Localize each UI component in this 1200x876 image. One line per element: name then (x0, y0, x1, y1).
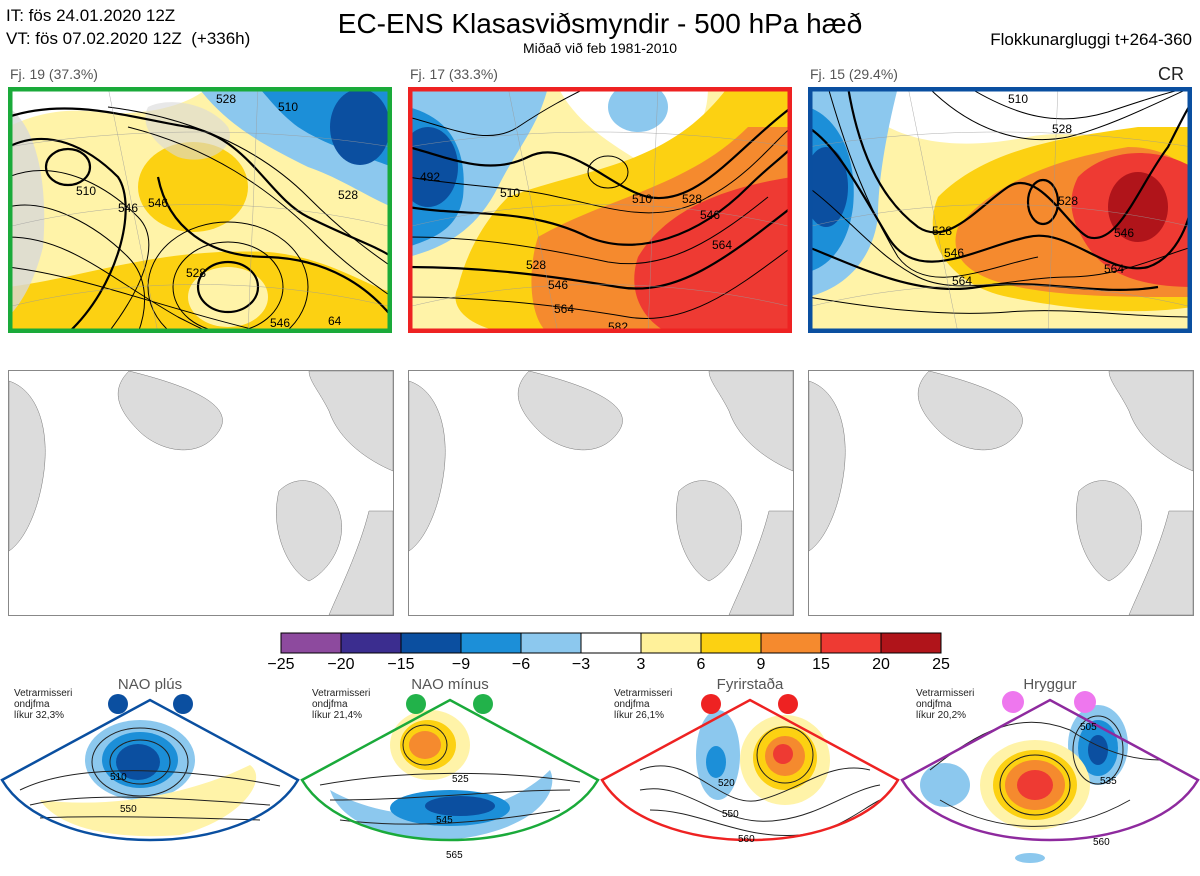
cluster-2-map: 492 510 510 528 546 564 528 546 564 582 (408, 87, 792, 333)
c2-contour-4: 546 (700, 208, 720, 222)
c2-border (408, 87, 792, 333)
colorbar-swatch (460, 632, 522, 654)
colorbar-tick-label: −25 (267, 656, 295, 673)
colorbar (280, 632, 942, 654)
c2-contour-1: 510 (500, 186, 520, 200)
c1-contour-2: 546 (148, 196, 168, 210)
colorbar-tick-label: −9 (451, 656, 471, 673)
colorbar-swatch (400, 632, 462, 654)
regime-ridge-map: 505 535 560 (900, 691, 1200, 863)
regime-blocking-note: Vetrarmisseri ondjfma líkur 26,1% (614, 688, 673, 721)
page-title: EC-ENS Klasasviðsmyndir - 500 hPa hæð (337, 8, 863, 39)
c3-contour-5: 528 (932, 224, 952, 238)
colorbar-swatches (280, 632, 942, 654)
colorbar-tick-label: 20 (872, 656, 890, 673)
regime-nao-minus-note: Vetrarmisseri ondjfma líkur 21,4% (312, 688, 371, 721)
basemap-2 (408, 370, 794, 616)
r4-contour-0: 505 (1080, 722, 1097, 733)
colorbar-swatch (580, 632, 642, 654)
c3-contour-1: 528 (1052, 122, 1072, 136)
colorbar-swatch (700, 632, 762, 654)
basemap-1 (8, 370, 394, 616)
r2-contour-2: 565 (446, 850, 463, 861)
regime-blocking-title: Fyrirstaða (716, 676, 784, 693)
c1-contour-4: 528 (186, 266, 206, 280)
c2-contour-0: 492 (420, 170, 440, 184)
cluster-2-label: Fj. 17 (33.3%) (410, 66, 498, 82)
colorbar-tick-label: 15 (812, 656, 830, 673)
colorbar-tick-label: −6 (511, 656, 531, 673)
colorbar-tick-label: 6 (696, 656, 706, 673)
regime-blocking-map: 520 550 560 (600, 694, 900, 845)
c3-contour-3: 546 (1114, 226, 1134, 240)
c3-contour-7: 564 (952, 274, 972, 288)
cluster-3-map: 510 528 528 546 564 528 546 564 (808, 87, 1192, 333)
regimes-row: 510 550 525 545 565 (0, 690, 1200, 871)
c1-contour-6: 510 (76, 184, 96, 198)
c3-contour-6: 546 (944, 246, 964, 260)
c1-border (8, 87, 392, 333)
regime-nao-minus-map: 525 545 565 (300, 694, 600, 861)
r3-contour-0: 520 (718, 778, 735, 789)
r2-contour-1: 545 (436, 815, 453, 826)
regime-nao-plus-map: 510 550 (0, 694, 300, 842)
c3-contour-0: 510 (1008, 92, 1028, 106)
c3-border (808, 87, 1192, 333)
page-subtitle: Miðað við feb 1981-2010 (522, 40, 678, 56)
regime-nao-plus-note: Vetrarmisseri ondjfma líkur 32,3% (14, 688, 73, 721)
c2-contour-5: 564 (712, 238, 732, 252)
c1-contour-7: 546 (270, 316, 290, 330)
c2-contour-6: 528 (526, 258, 546, 272)
basemap-3 (808, 370, 1194, 616)
regime-ridge-note: Vetrarmisseri ondjfma líkur 20,2% (916, 688, 975, 721)
corner-label: CR (1158, 64, 1184, 84)
r3-contour-2: 560 (738, 834, 755, 845)
regime-ridge-title: Hryggur (1023, 676, 1077, 693)
c3-contour-2: 528 (1058, 194, 1078, 208)
colorbar-tick-label: 9 (756, 656, 766, 673)
colorbar-swatch (880, 632, 942, 654)
colorbar-tick-label: −3 (571, 656, 591, 673)
valid-time: VT: fös 07.02.2020 12Z (+336h) (6, 29, 251, 48)
cluster-1-map: 528 510 546 528 528 546 510 546 64 (8, 87, 392, 333)
c3-contour-4: 564 (1104, 262, 1124, 276)
colorbar-swatch (340, 632, 402, 654)
r1-contour-1: 550 (120, 804, 137, 815)
c2-contour-3: 528 (682, 192, 702, 206)
regime-nao-plus-title: NAO plús (117, 676, 183, 693)
cluster-3-label: Fj. 15 (29.4%) (810, 66, 898, 82)
cluster-1-label: Fj. 19 (37.3%) (10, 66, 98, 82)
colorbar-tick-label: 25 (932, 656, 950, 673)
colorbar-swatch (640, 632, 702, 654)
c1-contour-5: 546 (118, 201, 138, 215)
colorbar-swatch (280, 632, 342, 654)
r4-contour-1: 535 (1100, 776, 1117, 787)
r2-contour-0: 525 (452, 774, 469, 785)
colorbar-swatch (760, 632, 822, 654)
colorbar-swatch (820, 632, 882, 654)
c2-contour-7: 546 (548, 278, 568, 292)
regime-nao-minus-title: NAO mínus (411, 676, 489, 693)
r3-contour-1: 550 (722, 809, 739, 820)
initial-time: IT: fös 24.01.2020 12Z (6, 6, 176, 25)
colorbar-tick-label: 3 (636, 656, 646, 673)
header-run-times: IT: fös 24.01.2020 12Z VT: fös 07.02.2020… (6, 4, 250, 50)
c2-contour-2: 510 (632, 192, 652, 206)
r4-contour-2: 560 (1093, 837, 1110, 848)
r1-contour-0: 510 (110, 772, 127, 783)
cluster-window-label: Flokkunargluggi t+264-360 (990, 30, 1192, 49)
c2-contour-8: 564 (554, 302, 574, 316)
colorbar-tick-label: −20 (327, 656, 355, 673)
c1-contour-3: 528 (338, 188, 358, 202)
c1-contour-1: 510 (278, 100, 298, 114)
c1-contour-0: 528 (216, 92, 236, 106)
c1-contour-8: 64 (328, 314, 342, 328)
colorbar-tick-label: −15 (387, 656, 415, 673)
colorbar-swatch (520, 632, 582, 654)
